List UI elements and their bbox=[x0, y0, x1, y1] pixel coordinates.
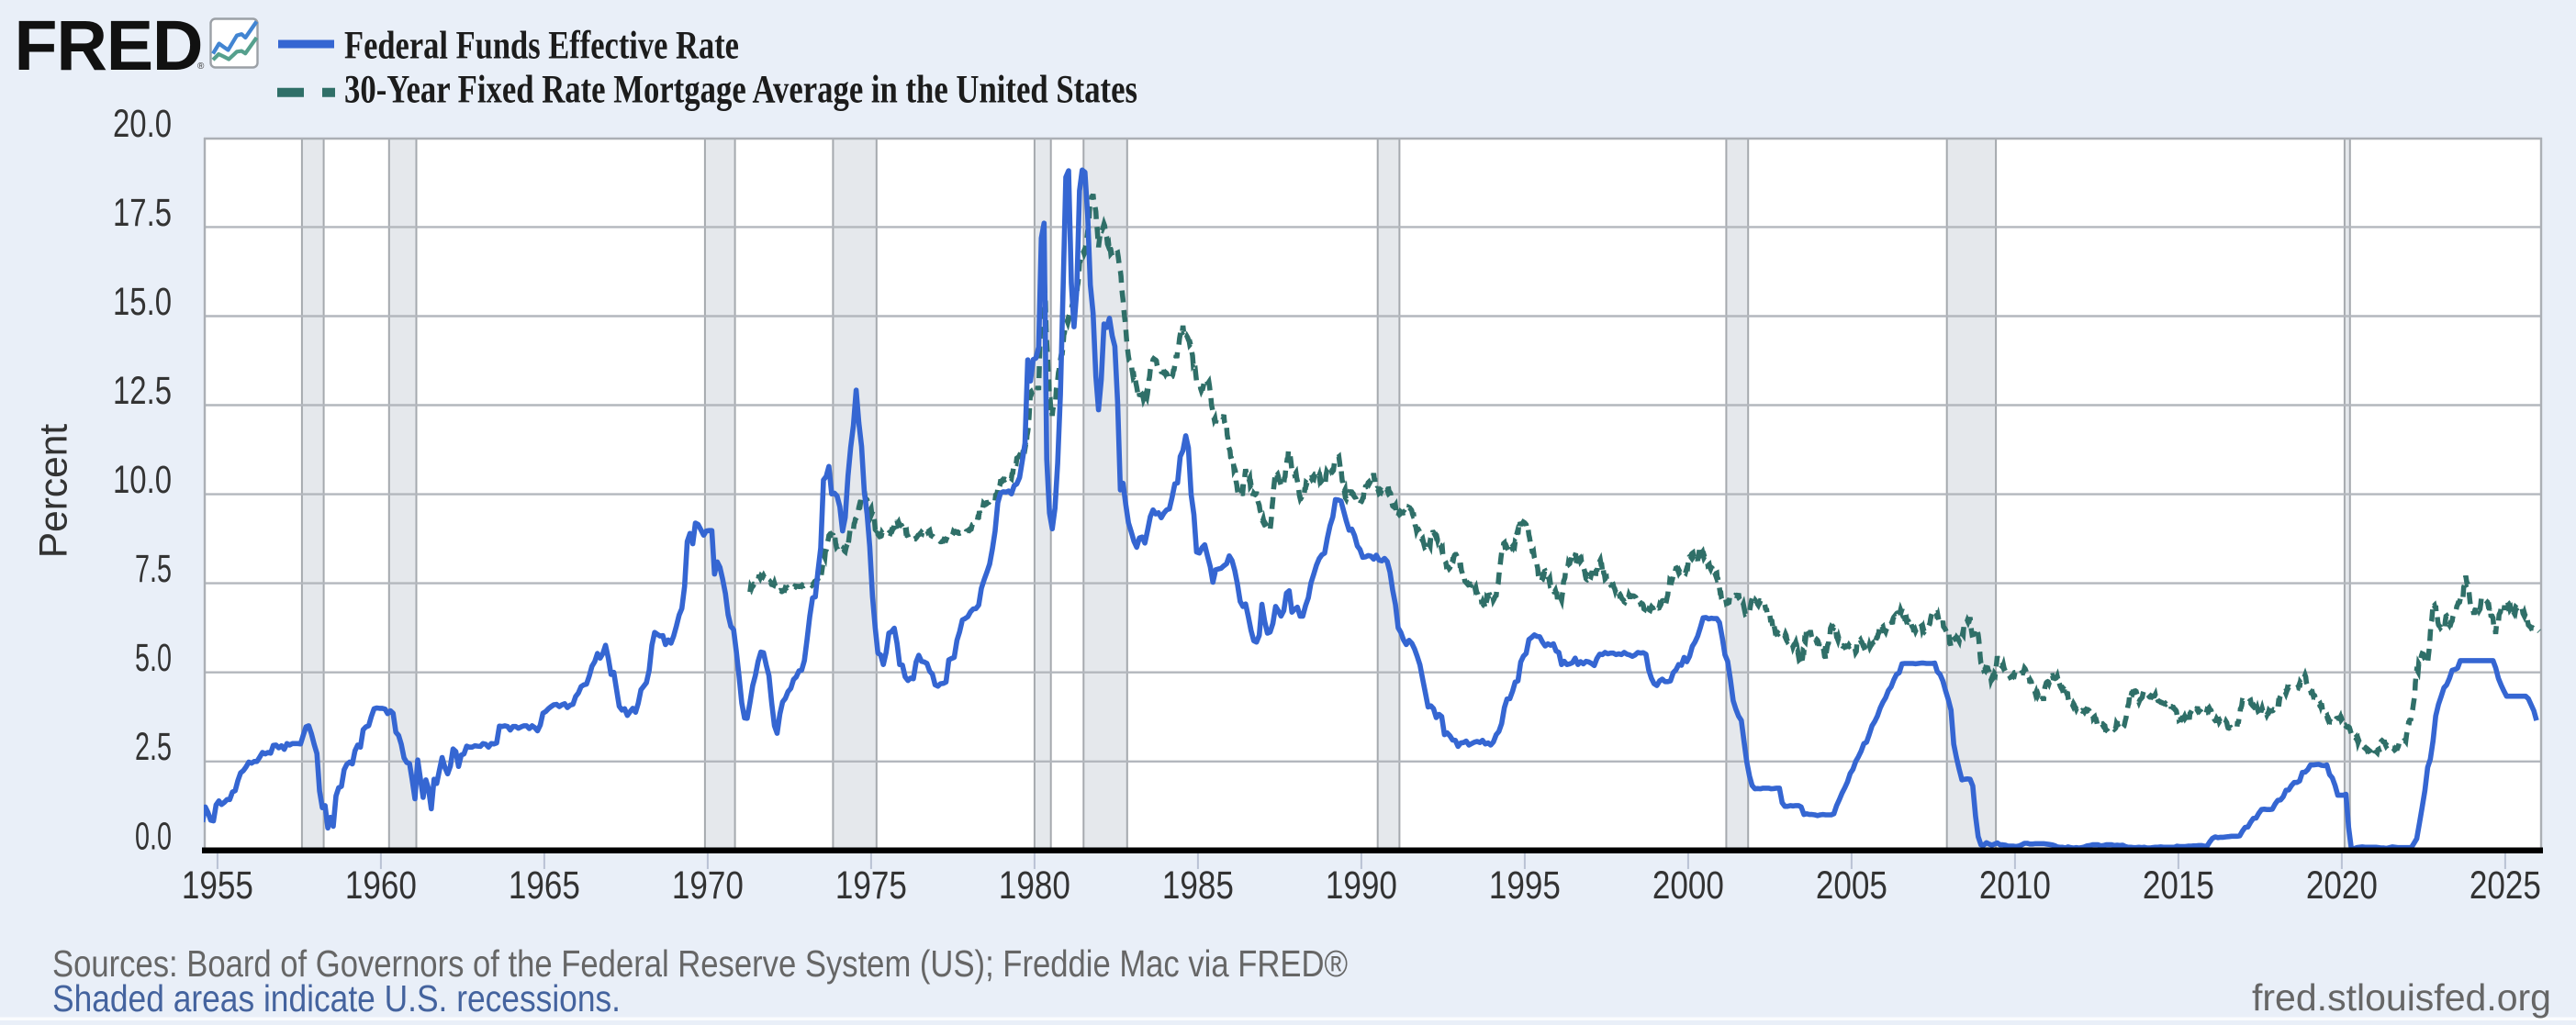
svg-text:fred.stlouisfed.org: fred.stlouisfed.org bbox=[2252, 976, 2551, 1019]
svg-text:0.0: 0.0 bbox=[135, 815, 172, 858]
svg-text:2025: 2025 bbox=[2470, 864, 2541, 908]
svg-text:®: ® bbox=[197, 61, 205, 72]
svg-text:5.0: 5.0 bbox=[135, 637, 172, 680]
svg-text:7.5: 7.5 bbox=[135, 548, 172, 591]
svg-text:1965: 1965 bbox=[509, 864, 580, 908]
svg-text:Sources: Board of Governors of: Sources: Board of Governors of the Feder… bbox=[52, 942, 1348, 985]
svg-text:20.0: 20.0 bbox=[113, 103, 172, 146]
svg-text:1980: 1980 bbox=[999, 864, 1070, 908]
svg-text:FRED: FRED bbox=[15, 6, 203, 85]
svg-text:1970: 1970 bbox=[672, 864, 744, 908]
svg-text:1960: 1960 bbox=[345, 864, 417, 908]
svg-text:2005: 2005 bbox=[1816, 864, 1887, 908]
svg-text:2.5: 2.5 bbox=[135, 726, 172, 769]
svg-text:1975: 1975 bbox=[835, 864, 907, 908]
svg-text:1955: 1955 bbox=[182, 864, 253, 908]
svg-text:2015: 2015 bbox=[2143, 864, 2214, 908]
svg-text:10.0: 10.0 bbox=[113, 459, 172, 502]
svg-text:2020: 2020 bbox=[2306, 864, 2378, 908]
svg-text:Shaded areas indicate U.S. rec: Shaded areas indicate U.S. recessions. bbox=[52, 977, 621, 1019]
svg-text:Percent: Percent bbox=[33, 424, 76, 559]
svg-text:1995: 1995 bbox=[1489, 864, 1561, 908]
svg-text:1985: 1985 bbox=[1162, 864, 1234, 908]
svg-text:30-Year Fixed Rate Mortgage Av: 30-Year Fixed Rate Mortgage Average in t… bbox=[344, 69, 1137, 112]
svg-text:1990: 1990 bbox=[1326, 864, 1397, 908]
svg-text:2010: 2010 bbox=[1979, 864, 2051, 908]
svg-text:15.0: 15.0 bbox=[113, 281, 172, 324]
svg-text:Federal Funds Effective Rate: Federal Funds Effective Rate bbox=[344, 25, 739, 68]
svg-text:12.5: 12.5 bbox=[113, 370, 172, 413]
svg-text:17.5: 17.5 bbox=[113, 192, 172, 235]
svg-text:2000: 2000 bbox=[1652, 864, 1724, 908]
